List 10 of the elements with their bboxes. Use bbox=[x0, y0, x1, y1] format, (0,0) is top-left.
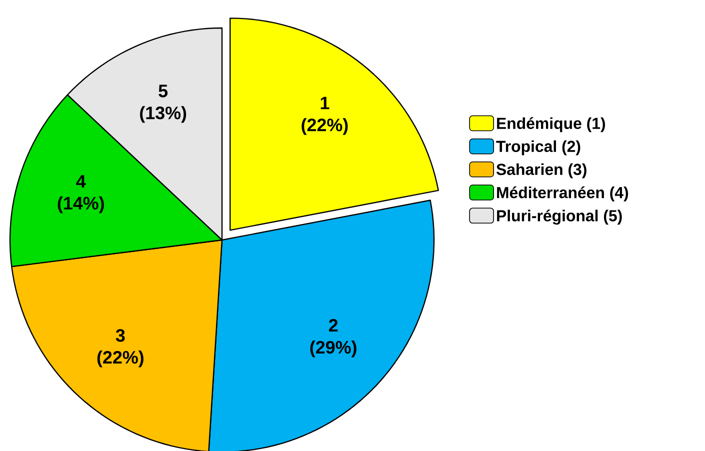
legend-label: Méditerranéen (4) bbox=[497, 186, 628, 202]
data-label: 1 (22%) bbox=[302, 96, 348, 135]
legend-label: Tropical (2) bbox=[496, 140, 580, 156]
data-label: 5 (13%) bbox=[140, 84, 186, 123]
data-label: 2 (29%) bbox=[310, 319, 356, 358]
legend-label: Saharien (3) bbox=[496, 163, 586, 178]
legend-label: Pluri-régional (5) bbox=[497, 210, 622, 225]
data-label: 4 (14%) bbox=[58, 175, 104, 214]
data-label: 3 (22%) bbox=[97, 329, 144, 368]
legend-label: Endémique (1) bbox=[497, 117, 606, 132]
